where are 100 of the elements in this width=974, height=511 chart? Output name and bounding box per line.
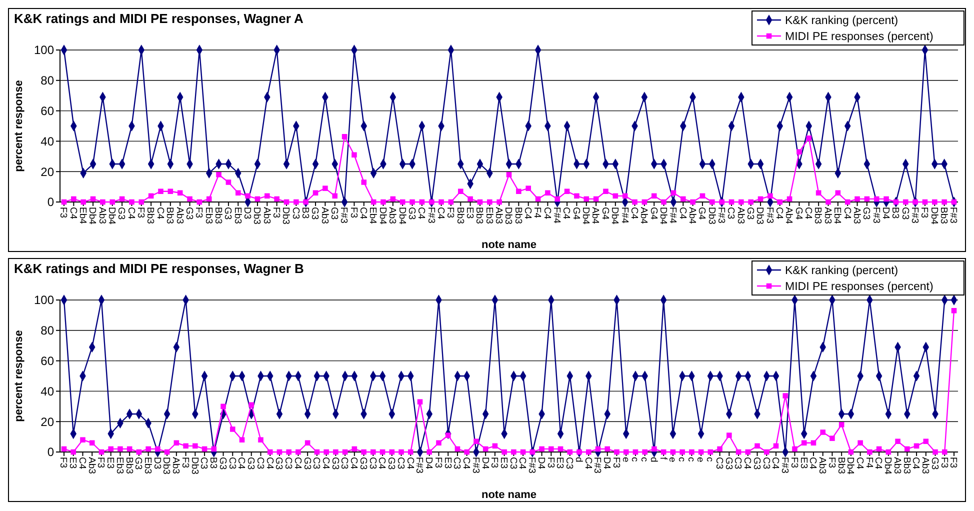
x-tick-label: F#3 bbox=[779, 457, 790, 474]
x-tick-label: F#3 bbox=[338, 207, 350, 224]
x-tick-label: d bbox=[572, 457, 584, 462]
x-tick-label: C3 bbox=[310, 457, 322, 470]
x-tick-label: G3 bbox=[132, 457, 144, 470]
x-tick-label: G3 bbox=[928, 457, 940, 470]
x-tick-label: F#3 bbox=[948, 207, 959, 224]
x-tick-label: Ab3 bbox=[96, 207, 108, 224]
x-tick-label: B3 bbox=[890, 207, 901, 219]
legend-label: K&K ranking (percent) bbox=[785, 265, 898, 278]
x-tick-label: C4 bbox=[264, 457, 275, 470]
legend-label: MIDI PE responses (percent) bbox=[785, 31, 934, 44]
y-axis-title: percent response bbox=[13, 80, 25, 172]
x-tick-label: Bb3 bbox=[164, 207, 176, 224]
x-tick-label: F3 bbox=[179, 457, 190, 468]
x-tick-label: C4 bbox=[560, 207, 572, 220]
x-tick-label: F3 bbox=[432, 457, 444, 468]
x-tick-label: Ab3 bbox=[493, 207, 504, 224]
x-tick-label: F3 bbox=[444, 207, 456, 218]
x-tick-label: Eb4 bbox=[832, 207, 843, 224]
x-tick-label: Db4 bbox=[657, 207, 668, 224]
x-tick-label: F#3 bbox=[425, 207, 436, 224]
x-tick-label: Ab3 bbox=[816, 457, 828, 474]
x-axis-title: note name bbox=[481, 239, 537, 251]
x-tick-label: Eb3 bbox=[202, 207, 214, 224]
x-tick-label: C4 bbox=[292, 457, 303, 470]
x-tick-label: C3 bbox=[338, 457, 350, 470]
x-tick-label: F3 bbox=[544, 457, 556, 468]
x-tick-label: F3 bbox=[918, 207, 930, 218]
x-tick-label: G3 bbox=[328, 207, 340, 220]
x-tick-label: D4 bbox=[880, 207, 891, 220]
x-tick-label: F#3 bbox=[764, 207, 775, 224]
x-tick-label: C3 bbox=[366, 457, 378, 470]
x-tick-label: C4 bbox=[154, 207, 166, 220]
x-tick-label: C3 bbox=[394, 457, 406, 470]
x-tick-label: C4 bbox=[125, 207, 136, 220]
legend-label: MIDI PE responses (percent) bbox=[785, 281, 934, 294]
x-tick-label: C4 bbox=[541, 207, 552, 220]
x-tick-label: C4 bbox=[67, 207, 78, 220]
x-tick-label: F#3 bbox=[716, 207, 726, 224]
x-tick-label: Bb3 bbox=[144, 207, 156, 224]
x-tick-label: C3 bbox=[507, 457, 518, 470]
x-tick-label: Bb3 bbox=[212, 207, 224, 224]
y-tick-label: 60 bbox=[40, 104, 54, 118]
x-tick-label: F3 bbox=[610, 457, 622, 468]
x-tick-label: F3 bbox=[938, 457, 950, 468]
x-tick-label: F3 bbox=[348, 207, 359, 218]
x-tick-label: C3 bbox=[290, 207, 301, 220]
x-tick-label: C3 bbox=[713, 457, 724, 470]
y-tick-label: 0 bbox=[47, 195, 54, 210]
x-tick-label: Ab3 bbox=[318, 207, 330, 224]
x-tick-label: F3 bbox=[193, 207, 204, 218]
x-tick-label: C4 bbox=[841, 207, 852, 220]
x-tick-label: D4 bbox=[535, 457, 546, 470]
x-tick-label: F3 bbox=[488, 457, 500, 468]
x-tick-label: E3 bbox=[498, 457, 509, 469]
x-tick-label: Bb3 bbox=[512, 207, 524, 224]
x-tick-label: C3 bbox=[282, 457, 294, 470]
x-tick-label: C3 bbox=[760, 457, 772, 470]
x-tick-label: G4 bbox=[792, 207, 804, 220]
x-tick-label: Ab3 bbox=[170, 457, 182, 474]
x-tick-label: C4 bbox=[807, 457, 818, 470]
x-tick-label: Eb3 bbox=[232, 207, 243, 224]
x-tick-label: F3 bbox=[788, 457, 800, 468]
x-tick-label: Db3 bbox=[188, 457, 200, 474]
x-tick-label: Db3 bbox=[280, 207, 292, 224]
x-tick-label: G3 bbox=[301, 457, 312, 470]
x-tick-label: F3 bbox=[135, 207, 146, 218]
y-tick-label: 60 bbox=[40, 354, 54, 368]
x-tick-label: C4 bbox=[854, 457, 865, 470]
x-tick-label: Db3 bbox=[251, 207, 262, 224]
x-tick-label: C4 bbox=[802, 207, 814, 220]
x-tick-label: E3 bbox=[104, 457, 116, 469]
x-tick-label: Ab3 bbox=[174, 207, 185, 224]
x-tick-label: Eb3 bbox=[142, 457, 153, 474]
x-tick-label: F4 bbox=[863, 457, 874, 468]
x-tick-label: G3 bbox=[357, 457, 368, 470]
x-tick-label: Ab3 bbox=[86, 457, 97, 474]
x-tick-label: Bb3 bbox=[900, 457, 912, 474]
x-tick-label: f bbox=[657, 457, 668, 460]
x-tick-label: Ab4 bbox=[783, 207, 794, 224]
x-tick-label: E3 bbox=[442, 457, 453, 469]
x-tick-label: Ab3 bbox=[260, 207, 272, 224]
x-tick-label: Bb3 bbox=[835, 457, 846, 474]
chart-title: K&K ratings and MIDI PE responses, Wagner B bbox=[14, 261, 304, 276]
x-tick-label: F#3 bbox=[592, 457, 603, 474]
x-tick-label: e bbox=[694, 457, 706, 462]
x-tick-label: Eb3 bbox=[483, 207, 494, 224]
x-tick-label: F3 bbox=[270, 207, 282, 218]
x-tick-label: Db4 bbox=[396, 207, 408, 224]
x-tick-label: C4 bbox=[320, 457, 331, 470]
y-tick-label: 20 bbox=[40, 164, 54, 179]
x-tick-label: Db4 bbox=[844, 457, 856, 474]
x-tick-label: Bb3 bbox=[454, 207, 466, 224]
y-tick-label: 100 bbox=[34, 293, 54, 308]
x-tick-label: Eb4 bbox=[367, 207, 378, 224]
x-tick-label: C4 bbox=[628, 207, 640, 220]
x-tick-label: e bbox=[620, 457, 631, 462]
x-tick-label: F3 bbox=[948, 457, 959, 468]
x-tick-label: Db4 bbox=[376, 207, 388, 224]
